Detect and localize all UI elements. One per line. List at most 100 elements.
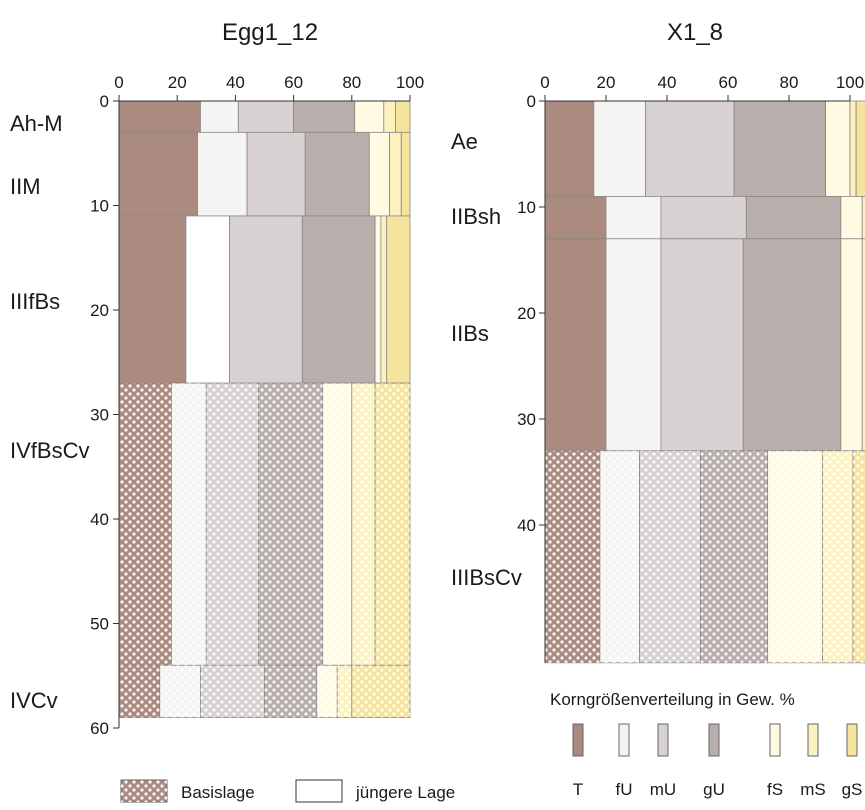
chart-x1-8: X1_8 0 20 40 60 80 100 0 10 20 30 40 Ae IIBsh IIBs IIIB…: [451, 19, 865, 664]
juengere-swatch: [295, 779, 343, 803]
bar-segment-pattern: [375, 383, 410, 666]
horizon-label: IVfBsCv: [10, 438, 89, 463]
x-tick-label: 20: [168, 73, 187, 92]
x-tick-label: 0: [114, 73, 123, 92]
bar-segment-gS: [386, 215, 411, 384]
x-tick-label: 0: [540, 73, 549, 92]
bar-segment-pattern: [337, 665, 352, 718]
bar-segment-T: [118, 215, 187, 384]
y-tick-label: 60: [90, 719, 109, 738]
bar-segment-fS: [825, 100, 851, 197]
legend-swatch-mS: [807, 723, 819, 757]
horizon-label: Ae: [451, 129, 478, 154]
bar-segment-gU: [293, 100, 356, 133]
grain-size-legend: Korngrößenverteilung in Gew. % T fU mU gU fS m…: [550, 690, 862, 799]
y-tick-label: 40: [517, 516, 536, 535]
bar-segment-pattern: [351, 383, 376, 666]
bar-segment-T: [544, 238, 607, 452]
bar-segment-gS: [400, 131, 411, 217]
bar-segment-mS: [380, 215, 388, 384]
bar-segment-fS: [374, 215, 382, 384]
bar-segment-fS: [840, 195, 863, 240]
y-tick-label: 30: [90, 406, 109, 425]
y-tick-label: 10: [517, 198, 536, 217]
bar-segment-fS: [840, 238, 863, 452]
bar-segment-pattern: [853, 450, 865, 663]
x-tick-label: 80: [780, 73, 799, 92]
bar-segment-fU: [593, 100, 647, 197]
bar-segment-mS: [389, 131, 402, 217]
x-tick-label: 100: [836, 73, 864, 92]
bar-segment-mS: [861, 238, 865, 452]
bar-segment-fU: [197, 131, 248, 217]
bar-segment-gS: [395, 100, 411, 133]
juengere-label: jüngere Lage: [355, 783, 455, 802]
bar-segment-mU: [237, 100, 294, 133]
x-tick-label: 60: [284, 73, 303, 92]
bar-segment-pattern: [700, 450, 768, 663]
horizon-label: Ah-M: [10, 111, 63, 136]
bar-segment-pattern: [119, 665, 160, 718]
legend-label: mU: [650, 780, 676, 799]
y-tick-label: 0: [100, 92, 109, 111]
bar-segment-gU: [304, 131, 370, 217]
bar-segment-gU: [733, 100, 826, 197]
bar-segment-pattern: [200, 665, 265, 718]
bar-segment-pattern: [599, 450, 640, 663]
bar-segment-mS: [849, 100, 857, 197]
bar-segment-mU: [660, 238, 744, 452]
bar-segment-pattern: [264, 665, 317, 718]
bar-segment-gU: [745, 195, 842, 240]
bar-segment-pattern: [206, 383, 259, 666]
legend-label: T: [573, 780, 583, 799]
x-tick-label: 60: [719, 73, 738, 92]
bar-segment-mS: [383, 100, 396, 133]
horizon-label: IIBsh: [451, 204, 501, 229]
layer-type-legend: Basislage jüngere Lage: [120, 779, 455, 803]
bar-segment-T: [544, 100, 595, 197]
bar-segment-fS: [368, 131, 391, 217]
y-tick-label: 40: [90, 510, 109, 529]
legend-label: fU: [616, 780, 633, 799]
y-tick-label: 50: [90, 615, 109, 634]
bar-segment-fU: [200, 100, 239, 133]
bar-segment-fU: [605, 195, 662, 240]
y-tick-label: 30: [517, 410, 536, 429]
bar-segment-T: [118, 100, 201, 133]
basislage-swatch-pattern: [121, 780, 167, 802]
x-tick-label: 20: [597, 73, 616, 92]
bar-segment-pattern: [545, 450, 600, 663]
bar-segment-pattern: [351, 665, 410, 718]
bar-segment-mU: [660, 195, 747, 240]
legend-swatch-fU: [618, 723, 630, 757]
bar-segment-T: [118, 131, 198, 217]
bar-segment-mU: [246, 131, 306, 217]
bar-segment-gU: [742, 238, 842, 452]
x-tick-label: 40: [658, 73, 677, 92]
horizon-label: IIM: [10, 174, 41, 199]
horizon-label: IIIBsCv: [451, 565, 522, 590]
y-tick-label: 10: [90, 197, 109, 216]
bar-segment-mS: [861, 195, 865, 240]
bar-segment-pattern: [639, 450, 701, 663]
horizon-label: IIBs: [451, 321, 489, 346]
legend-swatch-gS: [846, 723, 858, 757]
bar-segment-gS: [855, 100, 865, 197]
legend-label: fS: [767, 780, 783, 799]
chart-egg1-12: Egg1_12 0 20 40 60 80 100 0 10 20 30 40 50 60 Ah-M IIM I…: [10, 19, 424, 738]
x-tick-label: 100: [396, 73, 424, 92]
horizon-label: IVCv: [10, 688, 58, 713]
bar-segment-pattern: [258, 383, 323, 666]
y-tick-label: 0: [527, 92, 536, 111]
bar-segment-fU: [185, 215, 230, 384]
legend-label: mS: [800, 780, 826, 799]
bar-segment-mU: [645, 100, 735, 197]
bar-segment-fU: [605, 238, 662, 452]
x-tick-label: 40: [226, 73, 245, 92]
bar-segment-pattern: [322, 383, 352, 666]
bar-segment-pattern: [316, 665, 338, 718]
chart-title: Egg1_12: [222, 19, 318, 46]
legend-label: gU: [703, 780, 725, 799]
